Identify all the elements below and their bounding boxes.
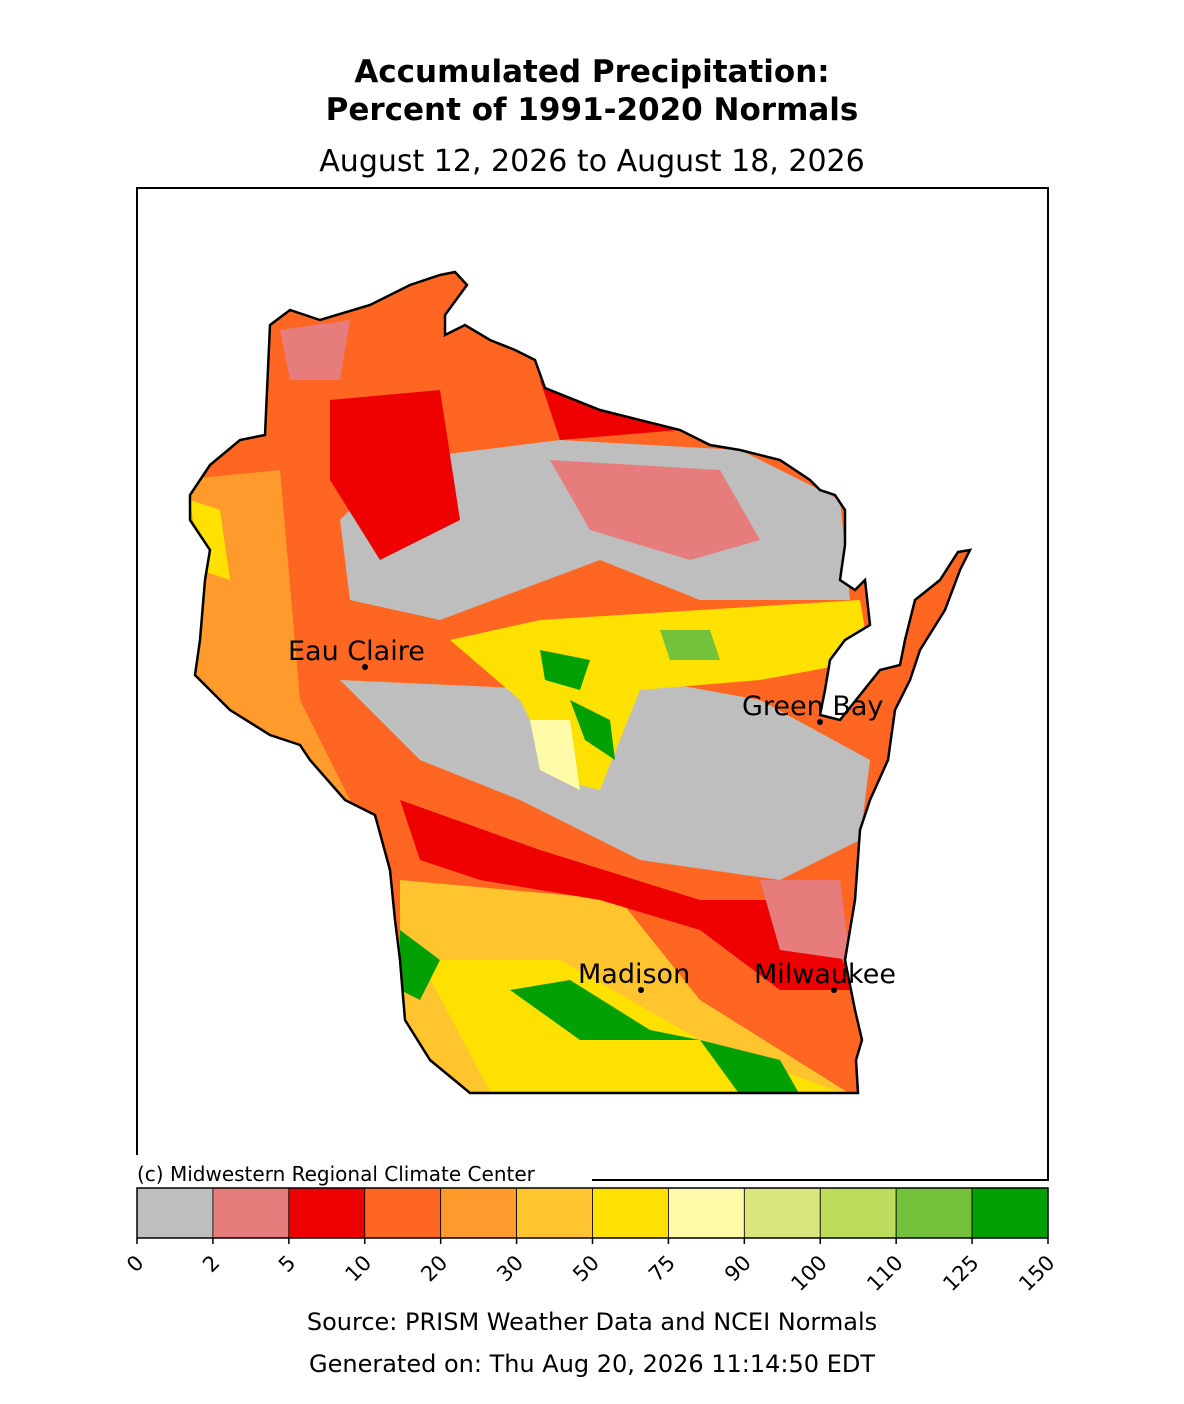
source: Source: PRISM Weather Data and NCEI Norm…	[307, 1308, 877, 1336]
city-name: Milwaukee	[754, 959, 896, 990]
city-dot	[817, 719, 823, 725]
colorbar-segment	[592, 1187, 669, 1239]
city-dot	[831, 987, 837, 993]
colorbar-tick-label: 50	[568, 1251, 604, 1287]
title-line: Accumulated Precipitation:	[354, 54, 829, 90]
colorbar-tick-label: 150	[1014, 1251, 1059, 1296]
colorbar-segment	[971, 1187, 1049, 1239]
colorbar-segment	[819, 1187, 897, 1239]
colorbar-segment	[668, 1187, 745, 1239]
city-dot	[362, 664, 368, 670]
colorbar-tick-label: 125	[938, 1251, 983, 1296]
credit: (c) Midwestern Regional Climate Center	[137, 1162, 536, 1186]
colorbar-tick-label: 30	[492, 1251, 528, 1287]
colorbar-tick-label: 100	[786, 1251, 831, 1296]
colorbar-segment	[516, 1187, 593, 1239]
colorbar-segment	[440, 1187, 517, 1239]
generated: Generated on: Thu Aug 20, 2026 11:14:50 …	[309, 1350, 875, 1378]
subtitle: August 12, 2026 to August 18, 2026	[319, 144, 864, 179]
colorbar-segment	[136, 1187, 214, 1239]
city-dot	[638, 987, 644, 993]
colorbar-tick-label: 90	[720, 1251, 756, 1287]
city-name: Green Bay	[742, 691, 883, 722]
colorbar-tick-label: 5	[274, 1251, 300, 1277]
map-frame	[136, 187, 1049, 1181]
credit-mask	[580, 1160, 592, 1182]
city-labels: Eau Claire Green Bay Madison Milwaukee	[288, 636, 896, 993]
colorbar-tick-label: 10	[340, 1251, 376, 1287]
colorbar: 0 2 5 10 20 30 50 75 90 100 110 125 150	[122, 1187, 1060, 1296]
colorbar-segment	[288, 1187, 366, 1239]
colorbar-tick-label: 110	[862, 1251, 907, 1296]
colorbar-segment	[895, 1187, 973, 1239]
colorbar-segment	[212, 1187, 290, 1239]
colorbar-tick-label: 20	[416, 1251, 452, 1287]
colorbar-tick-label: 75	[644, 1251, 680, 1287]
title-line: Percent of 1991-2020 Normals	[326, 92, 859, 128]
colorbar-segment	[743, 1187, 821, 1239]
colorbar-tick-label: 2	[198, 1251, 224, 1277]
city-name: Eau Claire	[288, 636, 425, 667]
colorbar-segment	[364, 1187, 442, 1239]
colorbar-tick-label: 0	[122, 1251, 148, 1277]
city-name: Madison	[578, 959, 690, 990]
